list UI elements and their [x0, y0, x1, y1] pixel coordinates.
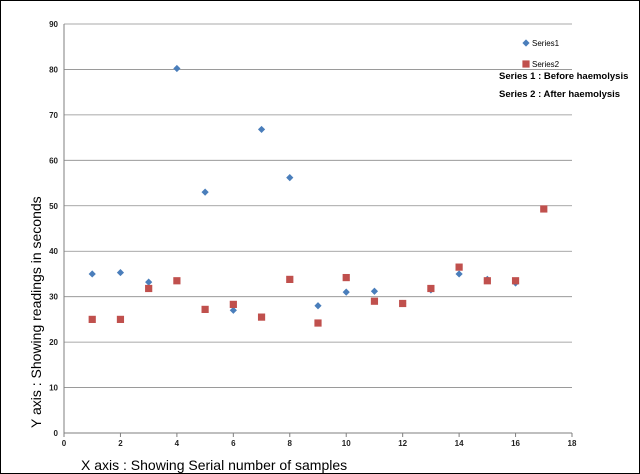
x-tick-labels: 0 2 4 6 8 10 12 14 16 18 [62, 439, 577, 448]
series1-point [173, 64, 181, 73]
series1-point [455, 270, 463, 278]
series1-point [229, 306, 237, 314]
y-axis-title: Y axis : Showing readings in seconds [28, 196, 44, 428]
x-tick-label: 10 [342, 439, 351, 448]
series1-note: Series 1 : Before haemolysis [499, 71, 628, 82]
x-tick-label: 4 [175, 439, 180, 448]
x-tick-label: 16 [511, 439, 520, 448]
series2-point [257, 313, 266, 321]
y-tick-label: 60 [49, 156, 58, 165]
y-tick-label: 40 [49, 247, 58, 256]
series2-point [540, 205, 548, 213]
x-tick-label: 2 [118, 439, 123, 448]
series2-point [483, 277, 491, 285]
x-tick-label: 14 [455, 439, 464, 448]
y-tick-label: 20 [49, 338, 58, 347]
series2-point [88, 315, 96, 323]
y-tick-label: 0 [54, 429, 59, 438]
legend-series1: Series1 [522, 39, 560, 48]
series-1-points [88, 64, 520, 314]
series2-note: Series 2 : After haemolysis [499, 89, 620, 100]
series2-point [173, 277, 181, 285]
series2-point [116, 315, 125, 323]
x-tick-label: 8 [288, 439, 293, 448]
series2-point [511, 277, 520, 285]
series2-point [286, 275, 294, 283]
x-tick-label: 12 [398, 439, 407, 448]
series1-point [88, 270, 96, 278]
series2-point [314, 319, 322, 327]
legend-series2-marker [522, 60, 530, 68]
legend-series1-label: Series1 [532, 39, 560, 48]
series1-point [116, 268, 125, 277]
series1-point [201, 188, 209, 196]
y-tick-label: 30 [49, 293, 58, 302]
y-tick-label: 10 [49, 384, 58, 393]
axes [63, 24, 573, 437]
series2-point [145, 284, 153, 293]
series1-point [145, 278, 153, 286]
series1-point [314, 302, 322, 310]
gridlines [64, 23, 572, 388]
x-axis-title: X axis : Showing Serial number of sample… [81, 457, 347, 473]
series1-point [257, 125, 266, 134]
legend-series1-marker [522, 39, 530, 47]
series-2-points [88, 205, 548, 327]
legend-series2-label: Series2 [532, 60, 560, 69]
series2-point [370, 297, 379, 305]
series2-point [342, 273, 350, 282]
legend: Series1 Series2 [522, 39, 560, 69]
y-tick-label: 70 [49, 111, 58, 120]
y-tick-label: 90 [49, 20, 58, 29]
y-tick-label: 50 [49, 202, 58, 211]
series2-point [427, 284, 435, 293]
legend-series2: Series2 [522, 60, 560, 69]
series1-point [342, 288, 350, 296]
series2-point [455, 263, 463, 271]
series2-point [229, 300, 237, 308]
x-tick-label: 0 [62, 439, 67, 448]
series2-point [201, 305, 209, 313]
series1-point [286, 174, 294, 182]
y-tick-labels: 0 10 20 30 40 50 60 70 80 90 [49, 20, 58, 438]
data-points [88, 64, 548, 327]
x-tick-label: 18 [568, 439, 577, 448]
series2-point [399, 299, 407, 308]
x-tick-label: 6 [231, 439, 236, 448]
series1-point [370, 287, 379, 295]
y-tick-label: 80 [49, 65, 58, 74]
